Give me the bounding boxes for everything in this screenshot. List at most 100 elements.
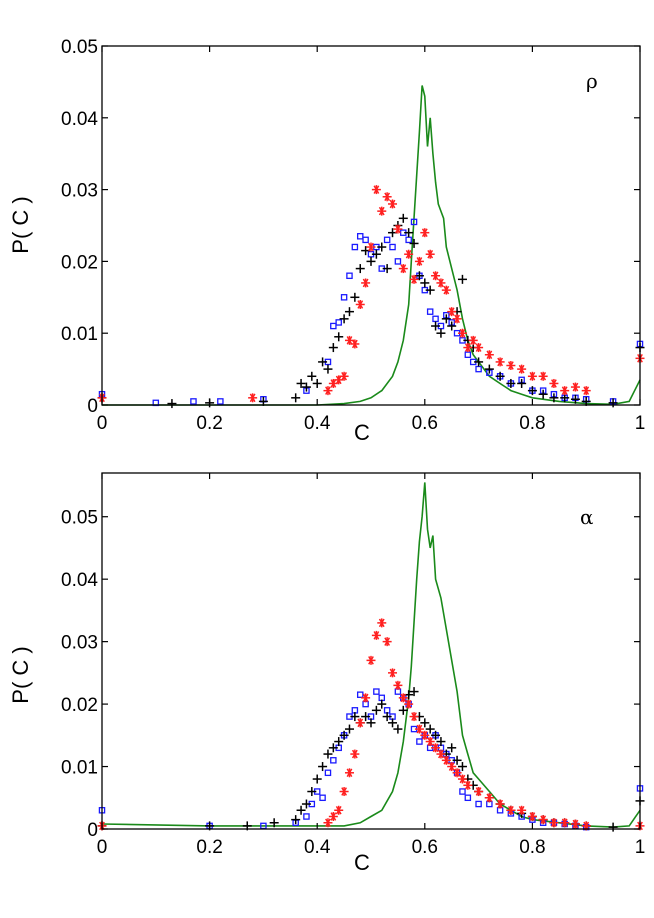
red-asterisk-point <box>323 386 333 396</box>
blue-square-point <box>416 738 423 745</box>
blue-square-point <box>324 769 332 777</box>
panel-alpha-xtick-label: 0.2 <box>196 837 222 858</box>
blue-square-point <box>475 800 482 808</box>
black-plus-point <box>350 292 360 302</box>
panel-rho-ytick-label: 0.03 <box>61 181 98 202</box>
blue-square-point <box>319 794 326 802</box>
blue-square-point <box>394 258 402 265</box>
red-asterisk-point <box>484 350 494 360</box>
red-asterisk-point <box>371 185 381 195</box>
black-plus-point <box>447 743 457 753</box>
blue-square-point <box>303 813 310 820</box>
black-plus-point <box>409 687 419 697</box>
black-plus-point <box>339 314 349 324</box>
black-plus-point <box>350 712 360 722</box>
blue-square-point <box>217 398 224 405</box>
red-asterisk-point <box>452 768 462 778</box>
red-asterisk-point <box>468 335 478 345</box>
red-asterisk-point <box>323 818 333 828</box>
red-asterisk-point <box>549 818 559 828</box>
red-asterisk-point <box>431 743 441 753</box>
red-asterisk-point <box>527 812 537 822</box>
red-asterisk-point <box>527 371 537 381</box>
blue-square-point <box>464 351 472 358</box>
black-plus-point <box>398 213 408 223</box>
black-plus-point <box>371 249 381 259</box>
black-plus-point <box>318 357 328 367</box>
panel-alpha-xlabel: C <box>354 850 370 875</box>
panel-alpha-series-green-line <box>101 482 641 828</box>
red-asterisk-point <box>361 278 371 288</box>
red-asterisk-point <box>420 228 430 238</box>
red-asterisk-point <box>350 339 360 349</box>
red-asterisk-point <box>382 637 392 647</box>
black-plus-point <box>457 274 467 284</box>
red-asterisk-point <box>549 378 559 388</box>
black-plus-point <box>474 357 484 367</box>
red-asterisk-point <box>474 343 484 353</box>
red-asterisk-point <box>517 805 527 815</box>
black-plus-point <box>506 378 516 388</box>
panel-rho-ytick-label: 0.04 <box>61 109 98 130</box>
panel-alpha-xtick-label: 1 <box>635 837 646 858</box>
blue-square-point <box>373 688 380 695</box>
panel-alpha-xtick-label: 0.8 <box>519 837 545 858</box>
black-plus-point <box>296 805 306 815</box>
red-asterisk-point <box>570 819 580 829</box>
black-plus-point <box>291 815 301 825</box>
black-plus-point <box>393 724 403 734</box>
black-plus-point <box>323 749 333 759</box>
red-asterisk-point <box>377 618 387 628</box>
red-asterisk-point <box>495 357 505 367</box>
black-plus-point <box>549 393 559 403</box>
blue-square-point <box>464 794 472 802</box>
black-plus-point <box>608 822 618 832</box>
red-asterisk-point <box>393 680 403 690</box>
black-plus-point <box>608 398 618 408</box>
panel-rho-label: ρ <box>586 69 598 93</box>
red-asterisk-point <box>474 787 484 797</box>
black-plus-point <box>436 737 446 747</box>
black-plus-point <box>382 264 392 274</box>
blue-square-point <box>432 315 439 323</box>
blue-square-point <box>383 236 391 244</box>
red-asterisk-point <box>404 699 414 709</box>
red-asterisk-point <box>344 768 354 778</box>
red-asterisk-point <box>463 343 473 353</box>
blue-square-point <box>346 272 353 280</box>
panel-alpha-green-line <box>101 482 641 828</box>
red-asterisk-point <box>463 780 473 790</box>
red-asterisk-point <box>441 755 451 765</box>
red-asterisk-point <box>447 307 457 317</box>
red-asterisk-point <box>560 818 570 828</box>
panel-alpha-ytick-label: 0.03 <box>61 633 98 654</box>
red-asterisk-point <box>425 737 435 747</box>
red-asterisk-point <box>538 371 548 381</box>
black-plus-point <box>431 321 441 331</box>
panel-rho-ytick-label: 0 <box>87 396 98 417</box>
black-plus-point <box>425 724 435 734</box>
black-plus-point <box>570 394 580 404</box>
red-asterisk-point <box>452 314 462 324</box>
black-plus-point <box>312 774 322 784</box>
red-asterisk-point <box>409 274 419 284</box>
red-asterisk-point <box>431 271 441 281</box>
panel-rho-plot-area <box>97 85 645 409</box>
red-asterisk-point <box>425 249 435 259</box>
black-plus-point <box>457 762 467 772</box>
black-plus-point <box>312 378 322 388</box>
black-plus-point <box>495 371 505 381</box>
red-asterisk-point <box>398 693 408 703</box>
red-asterisk-point <box>436 749 446 759</box>
panel-alpha-label: α <box>580 505 594 529</box>
black-plus-point <box>318 762 328 772</box>
black-plus-point <box>301 799 311 809</box>
panel-rho-frame <box>101 45 641 406</box>
black-plus-point <box>339 730 349 740</box>
blue-square-point <box>362 236 369 244</box>
panel-rho-series-red-asterisks <box>97 185 645 403</box>
black-plus-point <box>420 278 430 288</box>
black-plus-point <box>527 386 537 396</box>
red-asterisk-point <box>388 199 398 209</box>
